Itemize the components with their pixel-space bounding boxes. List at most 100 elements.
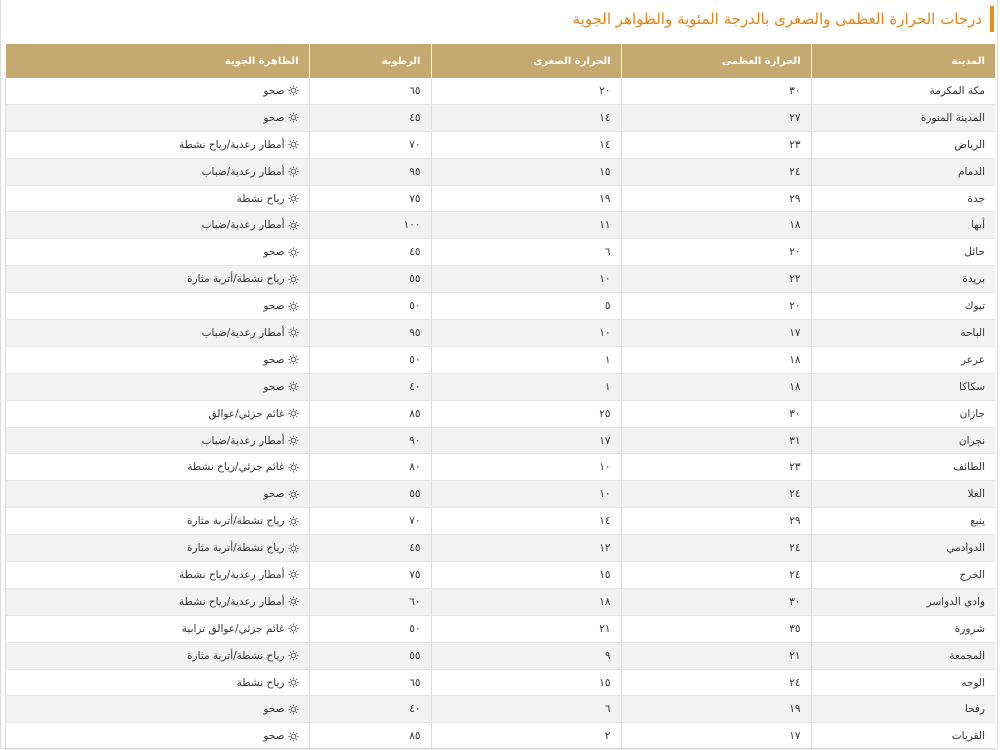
table-cell: جازان bbox=[810, 400, 995, 428]
table-cell: ٧٥ bbox=[308, 561, 431, 589]
table-cell: ٢٧ bbox=[620, 104, 811, 132]
table-cell: ٩٠ bbox=[308, 427, 431, 455]
weather-icon bbox=[287, 650, 299, 661]
table-cell: صحو bbox=[4, 78, 309, 105]
table-cell: ١٠ bbox=[430, 480, 621, 509]
weather-icon bbox=[287, 462, 299, 473]
column-header: الحرارة الصغرى bbox=[430, 44, 621, 78]
weather-text: صحو bbox=[263, 730, 285, 743]
weather-icon bbox=[287, 408, 299, 419]
table-row: الدوادمي ٢٤ ١٢ ٤٥ رياح نشطة/أتربة مثارة bbox=[4, 534, 995, 563]
table-cell: ٣١ bbox=[620, 427, 811, 455]
table-cell: مكة المكرمة bbox=[810, 78, 995, 105]
weather-icon bbox=[287, 677, 299, 688]
weather-text: أمطار رعدية/ضباب bbox=[201, 434, 285, 447]
weather-icon bbox=[287, 704, 299, 715]
table-cell: صحو bbox=[4, 480, 309, 509]
table-cell: رياح نشطة/أتربة مثارة bbox=[4, 534, 309, 563]
table-cell: رياح نشطة bbox=[4, 669, 309, 697]
table-cell: صحو bbox=[4, 238, 309, 267]
table-cell: أبها bbox=[810, 211, 995, 240]
table-cell: ٦٥ bbox=[308, 669, 431, 697]
table-cell: الباحة bbox=[810, 319, 995, 347]
table-cell: ٦٠ bbox=[308, 588, 431, 616]
table-cell: ١٠ bbox=[430, 265, 621, 294]
table-cell: ٢١ bbox=[620, 642, 811, 670]
table-row: رفحا ١٩ ٦ ٤٠ صحو bbox=[4, 695, 995, 724]
weather-text: أمطار رعدية/رياح نشطة bbox=[178, 595, 285, 608]
table-cell: عرعر bbox=[810, 346, 995, 374]
table-cell: ٤٥ bbox=[308, 238, 431, 267]
table-cell: ١٩ bbox=[430, 185, 621, 213]
table-row: جدة ٢٩ ١٩ ٧٥ رياح نشطة bbox=[4, 185, 995, 213]
weather-icon bbox=[287, 274, 299, 285]
weather-icon bbox=[287, 516, 299, 527]
table-row: الباحة ١٧ ١٠ ٩٥ أمطار رعدية/ضباب bbox=[4, 319, 995, 347]
table-row: سكاكا ١٨ ١ ٤٠ صحو bbox=[4, 373, 995, 401]
weather-text: رياح نشطة/أتربة مثارة bbox=[187, 273, 285, 286]
table-cell: ٩ bbox=[430, 642, 621, 670]
table-cell: ٦٥ bbox=[308, 78, 431, 105]
column-header: الحرارة العظمى bbox=[620, 44, 811, 78]
table-cell: ١٢ bbox=[430, 534, 621, 563]
table-cell: رياح نشطة/أتربة مثارة bbox=[4, 507, 309, 536]
table-cell: أمطار رعدية/ضباب bbox=[4, 427, 309, 455]
table-cell: رياح نشطة/أتربة مثارة bbox=[4, 265, 309, 294]
weather-icon bbox=[287, 596, 299, 607]
table-cell: ٥٠ bbox=[308, 615, 431, 643]
table-cell: ٧٠ bbox=[308, 507, 431, 536]
weather-text: صحو bbox=[263, 84, 285, 97]
weather-text: رياح نشطة/أتربة مثارة bbox=[187, 649, 285, 662]
table-row: جازان ٣٠ ٢٥ ٨٥ غائم جزئي/عوالق bbox=[4, 400, 995, 428]
weather-table: المدينة الحرارة العظمى الحرارة الصغرى الرطو… bbox=[4, 44, 995, 750]
table-row: أبها ١٨ ١١ ١٠٠ أمطار رعدية/ضباب bbox=[4, 211, 995, 240]
page-title: درجات الحرارة العظمى والصغرى بالدرجة الم… bbox=[572, 10, 982, 28]
table-cell: ٥٥ bbox=[308, 642, 431, 670]
table-row: حائل ٢٠ ٦ ٤٥ صحو bbox=[4, 238, 995, 267]
weather-text: غائم جزئي/عوالق bbox=[208, 407, 285, 420]
table-cell: ٥٥ bbox=[308, 265, 431, 294]
weather-icon bbox=[287, 731, 299, 742]
table-cell: ١ bbox=[430, 373, 621, 401]
column-header: الظاهرة الجوية bbox=[4, 44, 309, 78]
table-row: شرورة ٣٥ ٢١ ٥٠ غائم جزئي/عوالق ترابية bbox=[4, 615, 995, 643]
table-cell: شرورة bbox=[810, 615, 995, 643]
table-cell: ٣٠ bbox=[620, 588, 811, 616]
table-cell: ١٤ bbox=[430, 507, 621, 536]
table-cell: صحو bbox=[4, 695, 309, 724]
table-row: بريدة ٢٢ ١٠ ٥٥ رياح نشطة/أتربة مثارة bbox=[4, 265, 995, 294]
table-cell: ٤٠ bbox=[308, 373, 431, 401]
table-cell: حائل bbox=[810, 238, 995, 267]
table-body: مكة المكرمة ٣٠ ٢٠ ٦٥ صحو المدينة المنورة ٢٧ ١٤ ٤… bbox=[4, 78, 995, 750]
table-cell: ٢٥ bbox=[430, 400, 621, 428]
table-cell: ١ bbox=[430, 346, 621, 374]
table-row: ينبع ٢٩ ١٤ ٧٠ رياح نشطة/أتربة مثارة bbox=[4, 507, 995, 536]
table-cell: ٩٥ bbox=[308, 158, 431, 186]
table-cell: ٨٥ bbox=[308, 722, 431, 750]
table-cell: ١٧ bbox=[620, 319, 811, 347]
table-cell: ٢٤ bbox=[620, 669, 811, 697]
table-cell: ٢٤ bbox=[620, 158, 811, 186]
table-cell: ١٠٠ bbox=[308, 211, 431, 240]
column-header: المدينة bbox=[810, 44, 995, 78]
table-cell: المجمعة bbox=[810, 642, 995, 670]
table-cell: ٦ bbox=[430, 238, 621, 267]
weather-text: أمطار رعدية/ضباب bbox=[201, 326, 285, 339]
table-cell: ١٧ bbox=[620, 722, 811, 750]
table-cell: غائم جزئي/رياح نشطة bbox=[4, 453, 309, 482]
table-cell: رياح نشطة bbox=[4, 185, 309, 213]
weather-icon bbox=[287, 435, 299, 446]
table-cell: ٢٠ bbox=[430, 78, 621, 105]
table-row: مكة المكرمة ٣٠ ٢٠ ٦٥ صحو bbox=[4, 78, 995, 105]
table-row: الخرج ٢٤ ١٥ ٧٥ أمطار رعدية/رياح نشطة bbox=[4, 561, 995, 589]
weather-icon bbox=[287, 112, 299, 123]
table-cell: غائم جزئي/عوالق ترابية bbox=[4, 615, 309, 643]
table-row: العلا ٢٤ ١٠ ٥٥ صحو bbox=[4, 480, 995, 509]
table-cell: أمطار رعدية/ضباب bbox=[4, 319, 309, 347]
weather-text: صحو bbox=[263, 300, 285, 313]
table-cell: ٢١ bbox=[430, 615, 621, 643]
table-row: الطائف ٢٣ ١٠ ٨٠ غائم جزئي/رياح نشطة bbox=[4, 453, 995, 482]
table-cell: ٢ bbox=[430, 722, 621, 750]
weather-text: صحو bbox=[263, 380, 285, 393]
